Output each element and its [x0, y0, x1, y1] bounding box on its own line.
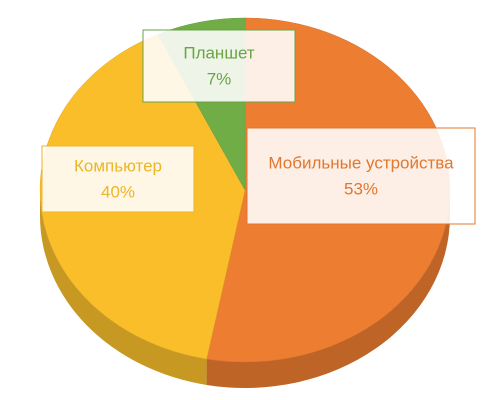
label-box — [41, 145, 195, 213]
label-box — [246, 127, 476, 225]
label-value: 7% — [207, 69, 232, 88]
slice-side — [206, 190, 450, 388]
label-name: Планшет — [183, 43, 255, 62]
slice-side — [40, 190, 207, 385]
label-box — [142, 29, 296, 103]
label-name: Компьютер — [74, 156, 162, 175]
label-value: 53% — [344, 179, 378, 198]
label-value: 40% — [101, 182, 135, 201]
label-name: Мобильные устройства — [268, 153, 454, 172]
